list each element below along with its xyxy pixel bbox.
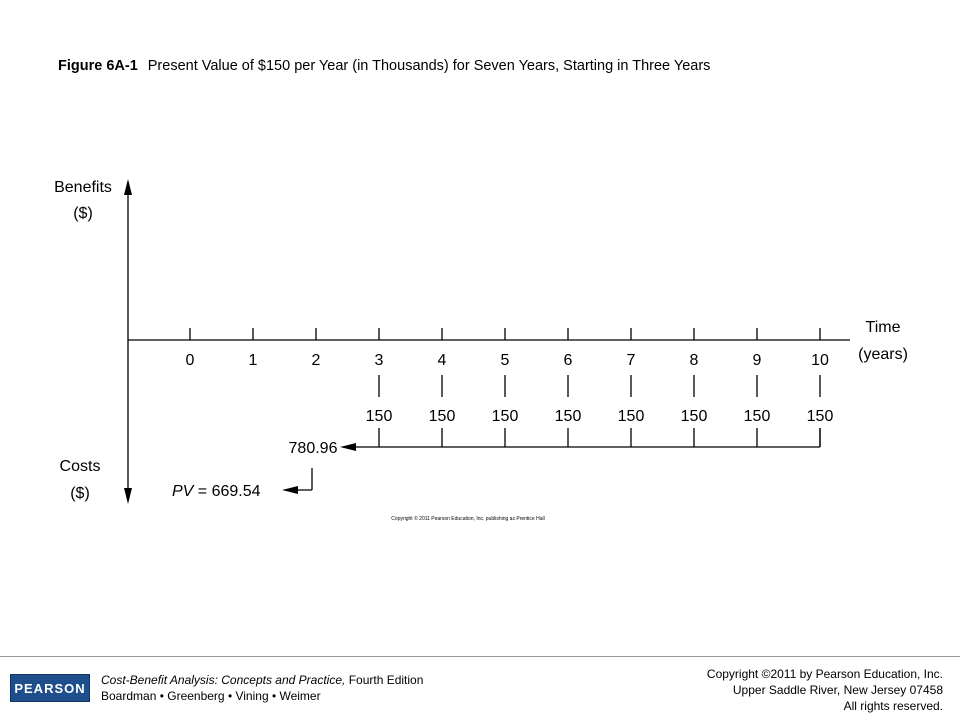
payment-amount: 150 — [744, 408, 771, 425]
annuity-value: 780.96 — [289, 440, 338, 457]
tick-label: 3 — [375, 352, 384, 369]
time-unit: (years) — [858, 346, 908, 363]
pv-symbol: PV — [172, 483, 195, 500]
copyright-notice: Copyright ©2011 by Pearson Education, In… — [707, 666, 943, 714]
tick-label: 7 — [627, 352, 636, 369]
book-edition: Fourth Edition — [348, 673, 424, 687]
costs-label: Costs — [60, 458, 101, 475]
inner-copyright: Copyright © 2011 Pearson Education, Inc.… — [391, 515, 544, 522]
up-arrowhead — [124, 179, 132, 195]
payment-amount: 150 — [555, 408, 582, 425]
pv-equation: PV = 669.54 — [172, 483, 261, 500]
figure-title: Figure 6A-1 Present Value of $150 per Yea… — [58, 58, 710, 74]
pv-equals: = — [198, 483, 207, 500]
payment-amount: 150 — [429, 408, 456, 425]
down-arrowhead — [124, 488, 132, 504]
pv-value: 669.54 — [212, 483, 261, 500]
connector-arrowhead — [340, 443, 356, 451]
tick-label: 6 — [564, 352, 573, 369]
tick-label: 9 — [753, 352, 762, 369]
tick-label: 1 — [249, 352, 258, 369]
footer-divider — [0, 656, 960, 657]
copyright-line-2: Upper Saddle River, New Jersey 07458 — [732, 683, 943, 697]
payment-amount: 150 — [366, 408, 393, 425]
figure-caption: Present Value of $150 per Year (in Thous… — [147, 58, 711, 74]
payment-amount: 150 — [492, 408, 519, 425]
tick-label: 0 — [186, 352, 195, 369]
figure-number: Figure 6A-1 — [58, 58, 138, 74]
payment-amount: 150 — [681, 408, 708, 425]
time-label: Time — [866, 319, 901, 336]
book-citation: Cost-Benefit Analysis: Concepts and Prac… — [101, 672, 423, 704]
payment-amount: 150 — [807, 408, 834, 425]
book-title: Cost-Benefit Analysis: Concepts and Prac… — [101, 673, 346, 687]
pearson-logo: PEARSON — [10, 674, 90, 702]
copyright-line-1: Copyright ©2011 by Pearson Education, In… — [706, 667, 943, 681]
tick-label: 10 — [811, 352, 829, 369]
benefits-label: Benefits — [54, 179, 112, 196]
tick-label: 5 — [501, 352, 510, 369]
pv-arrowhead — [282, 486, 298, 494]
tick-label: 8 — [690, 352, 699, 369]
tick-label: 2 — [312, 352, 321, 369]
copyright-line-3: All rights reserved. — [843, 699, 943, 713]
book-authors: Boardman • Greenberg • Vining • Weimer — [101, 689, 321, 703]
benefits-unit: ($) — [73, 205, 93, 222]
tick-label: 4 — [438, 352, 447, 369]
payment-amount: 150 — [618, 408, 645, 425]
costs-unit: ($) — [70, 485, 90, 502]
